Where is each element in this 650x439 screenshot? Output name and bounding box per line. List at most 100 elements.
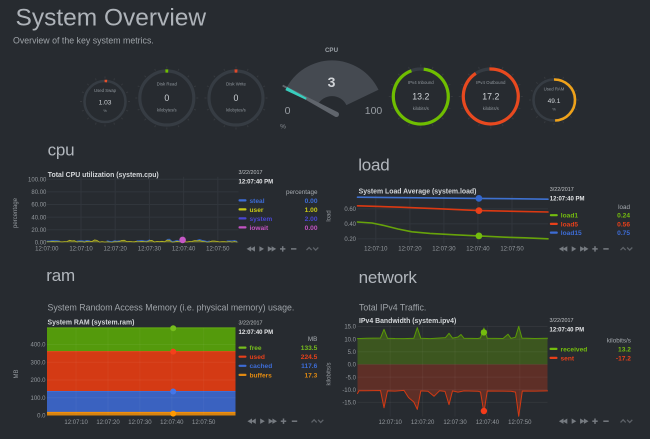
svg-text:13.2: 13.2 [618, 346, 631, 353]
svg-text:load5: load5 [561, 221, 579, 228]
svg-text:received: received [561, 346, 588, 353]
svg-text:200.0: 200.0 [30, 378, 46, 384]
svg-text:ram: ram [46, 266, 75, 285]
svg-text:kilobits/s: kilobits/s [483, 106, 499, 111]
svg-text:Total CPU utilization (system.: Total CPU utilization (system.cpu) [48, 172, 159, 179]
svg-text:load: load [618, 204, 630, 211]
svg-text:117.6: 117.6 [301, 363, 317, 370]
svg-text:17.2: 17.2 [482, 91, 499, 101]
svg-text:0.0: 0.0 [348, 363, 357, 369]
svg-text:12:07:40: 12:07:40 [466, 247, 490, 253]
svg-text:buffers: buffers [250, 372, 273, 379]
svg-text:steal: steal [250, 198, 265, 205]
svg-text:0: 0 [285, 105, 291, 117]
svg-text:3/22/2017: 3/22/2017 [239, 321, 263, 327]
svg-text:12:07:30: 12:07:30 [432, 247, 456, 253]
svg-text:sent: sent [561, 355, 575, 362]
svg-text:12:07:10: 12:07:10 [379, 420, 403, 426]
svg-text:10.0: 10.0 [344, 337, 356, 343]
svg-text:MB: MB [308, 336, 317, 343]
svg-text:IPv4 Outbound: IPv4 Outbound [476, 80, 506, 85]
svg-text:IPv4 Bandwidth (system.ipv4): IPv4 Bandwidth (system.ipv4) [359, 318, 456, 325]
svg-text:0.00: 0.00 [305, 225, 318, 232]
svg-text:133.5: 133.5 [301, 345, 318, 352]
svg-text:12:07:30: 12:07:30 [128, 420, 152, 426]
svg-text:System Overview: System Overview [16, 4, 207, 31]
svg-text:12:07:50: 12:07:50 [192, 420, 216, 426]
svg-text:CPU: CPU [325, 47, 339, 54]
svg-text:MB: MB [14, 370, 20, 379]
svg-text:17.3: 17.3 [304, 372, 317, 379]
svg-text:40.00: 40.00 [31, 215, 47, 221]
svg-text:12:07:40: 12:07:40 [476, 420, 500, 426]
svg-text:5.0: 5.0 [348, 350, 357, 356]
svg-text:12:07:10: 12:07:10 [69, 247, 93, 253]
svg-text:used: used [250, 354, 265, 361]
svg-text:12:07:20: 12:07:20 [104, 247, 128, 253]
svg-text:kilobits/s: kilobits/s [607, 338, 631, 345]
svg-text:100.0: 100.0 [30, 396, 46, 402]
svg-text:15.0: 15.0 [344, 325, 356, 331]
svg-text:2.00: 2.00 [305, 216, 318, 223]
svg-text:IPv4 Inbound: IPv4 Inbound [408, 80, 434, 85]
svg-text:0: 0 [164, 93, 169, 103]
svg-text:percentage: percentage [13, 197, 19, 228]
svg-text:12:07:20: 12:07:20 [398, 247, 422, 253]
svg-text:load: load [327, 210, 333, 221]
svg-text:cpu: cpu [48, 140, 75, 159]
svg-text:-10.0: -10.0 [342, 388, 356, 394]
svg-text:Disk Write: Disk Write [226, 82, 246, 87]
svg-text:12:07:20: 12:07:20 [96, 420, 120, 426]
svg-text:12:07:40 PM: 12:07:40 PM [239, 330, 274, 336]
svg-text:0.00: 0.00 [305, 198, 318, 205]
svg-text:60.00: 60.00 [31, 203, 47, 209]
svg-text:12:07:50: 12:07:50 [508, 420, 532, 426]
svg-text:49.1: 49.1 [548, 98, 561, 105]
svg-text:-17.2: -17.2 [616, 355, 631, 362]
svg-text:3/22/2017: 3/22/2017 [239, 170, 263, 176]
svg-text:cached: cached [250, 363, 273, 370]
svg-text:%: % [103, 108, 107, 113]
svg-text:Used RAM: Used RAM [544, 87, 565, 92]
svg-text:12:07:30: 12:07:30 [138, 247, 162, 253]
svg-text:Overview of the key system met: Overview of the key system metrics. [13, 36, 154, 46]
svg-text:%: % [552, 107, 556, 112]
svg-text:300.0: 300.0 [30, 360, 46, 366]
svg-text:Disk Read: Disk Read [157, 82, 178, 87]
svg-text:user: user [250, 207, 264, 214]
svg-text:kilobits/s: kilobits/s [327, 362, 333, 385]
svg-text:0.56: 0.56 [617, 221, 630, 228]
svg-text:0.60: 0.60 [344, 207, 356, 213]
svg-text:free: free [250, 345, 262, 352]
svg-text:kilobytes/s: kilobytes/s [226, 107, 246, 112]
svg-text:kilobits/s: kilobits/s [413, 106, 429, 111]
svg-text:3/22/2017: 3/22/2017 [550, 187, 574, 193]
svg-text:%: % [280, 124, 286, 131]
svg-text:-15.0: -15.0 [342, 401, 356, 407]
svg-text:20.00: 20.00 [31, 228, 47, 234]
svg-text:1.03: 1.03 [99, 99, 112, 106]
svg-text:12:07:50: 12:07:50 [500, 247, 524, 253]
svg-text:System Load Average (system.lo: System Load Average (system.load) [359, 189, 477, 196]
svg-text:Total IPv4 Traffic.: Total IPv4 Traffic. [359, 303, 426, 313]
svg-text:12:07:40 PM: 12:07:40 PM [550, 327, 585, 333]
svg-text:13.2: 13.2 [412, 91, 429, 101]
svg-text:0.0: 0.0 [37, 414, 46, 420]
svg-text:-5.0: -5.0 [346, 375, 357, 381]
svg-text:400.0: 400.0 [30, 343, 46, 349]
svg-text:100: 100 [365, 105, 383, 117]
svg-text:System Random Access Memory (i: System Random Access Memory (i.e. physic… [48, 303, 295, 313]
svg-text:Used Swap: Used Swap [94, 88, 117, 93]
svg-text:224.5: 224.5 [301, 354, 318, 361]
svg-text:load: load [358, 156, 389, 175]
svg-text:12:07:40 PM: 12:07:40 PM [239, 179, 274, 185]
svg-text:0.20: 0.20 [344, 237, 356, 243]
svg-text:0: 0 [234, 93, 239, 103]
svg-text:System RAM (system.ram): System RAM (system.ram) [48, 319, 135, 326]
svg-text:12:07:30: 12:07:30 [443, 420, 467, 426]
svg-text:0.75: 0.75 [617, 230, 630, 237]
svg-text:0.24: 0.24 [617, 213, 630, 220]
svg-text:1.00: 1.00 [305, 207, 318, 214]
svg-text:12:07:10: 12:07:10 [64, 420, 88, 426]
svg-text:0.00: 0.00 [35, 241, 47, 247]
